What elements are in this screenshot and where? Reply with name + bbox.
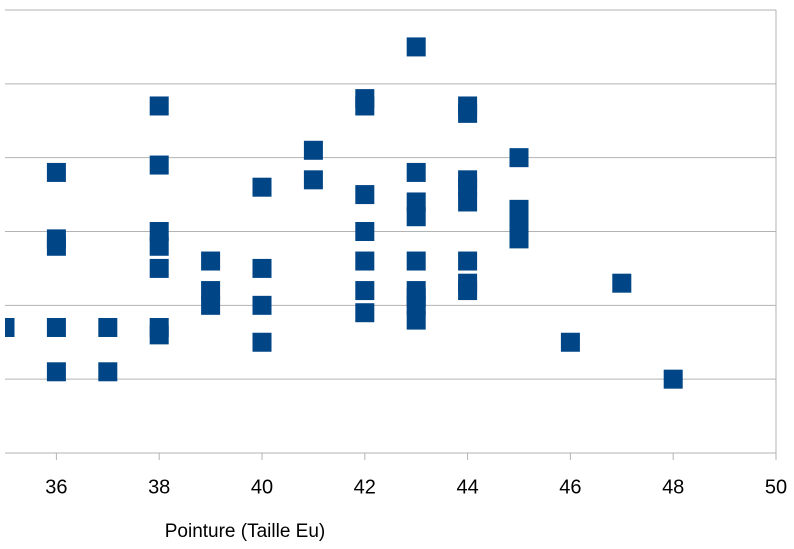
point (406, 37, 426, 57)
point (149, 325, 169, 345)
point (149, 222, 169, 241)
point (201, 295, 221, 315)
point (149, 155, 169, 175)
x-tick-label: 46 (559, 476, 581, 498)
point (509, 229, 529, 249)
point (406, 162, 426, 182)
point (201, 281, 221, 301)
point (406, 251, 426, 271)
point (458, 281, 478, 301)
point (149, 258, 169, 278)
x-tick-label: 50 (765, 476, 787, 498)
point (98, 317, 118, 337)
point (303, 170, 323, 190)
point (458, 103, 478, 123)
point (201, 251, 221, 271)
point (406, 207, 426, 227)
point (98, 362, 118, 382)
marks (5, 37, 683, 389)
point (406, 192, 426, 212)
point (509, 148, 529, 168)
point (252, 332, 272, 352)
point (663, 369, 683, 389)
point (252, 177, 272, 197)
point (355, 281, 375, 301)
point (509, 214, 529, 234)
x-tick-label: 48 (662, 476, 684, 498)
point (149, 96, 169, 116)
point (458, 251, 478, 271)
point (355, 251, 375, 271)
point (252, 258, 272, 278)
point (355, 303, 375, 323)
point (252, 295, 272, 315)
x-tick-label: 36 (45, 476, 67, 498)
point (46, 236, 66, 256)
point (355, 96, 375, 116)
point (509, 199, 529, 219)
point (560, 332, 580, 352)
x-axis-label: Pointure (Taille Eu) (165, 521, 326, 542)
point (458, 192, 478, 212)
point (612, 273, 632, 293)
point (5, 317, 15, 337)
point (46, 162, 66, 182)
grid (5, 9, 777, 460)
point (46, 317, 66, 337)
point (149, 236, 169, 256)
point (46, 362, 66, 382)
point (303, 140, 323, 160)
point (458, 177, 478, 197)
x-tick-label: 42 (354, 476, 376, 498)
point (355, 185, 375, 205)
x-tick-label: 40 (251, 476, 273, 498)
point (406, 295, 426, 315)
point (406, 310, 426, 330)
point (355, 222, 375, 241)
x-tick-label: 44 (456, 476, 478, 498)
x-tick-label: 38 (148, 476, 170, 498)
